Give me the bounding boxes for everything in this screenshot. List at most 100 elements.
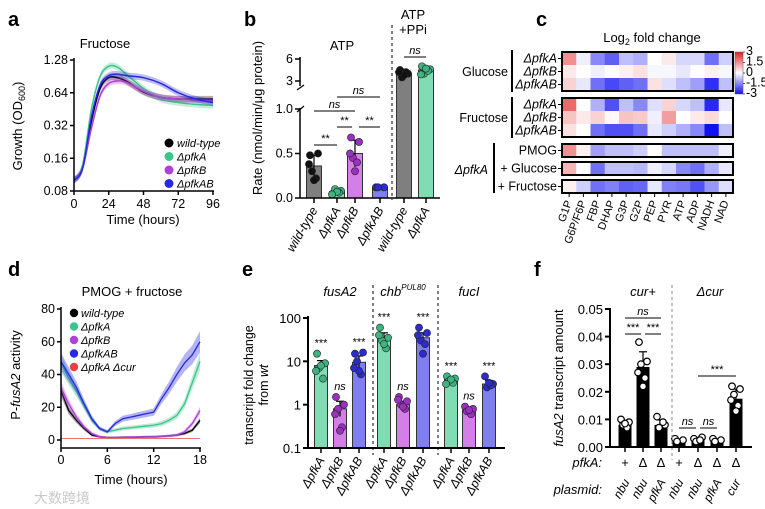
genotype-label: + xyxy=(675,455,683,470)
chart-title: Fructose xyxy=(80,36,131,51)
chart-title: PMOG + fructose xyxy=(82,284,183,299)
series-line xyxy=(73,80,214,181)
significance-label: ns xyxy=(463,391,475,403)
y-tick-label: 0.00 xyxy=(578,440,603,455)
heatmap-cell xyxy=(619,78,634,92)
heatmap-cell xyxy=(590,98,606,112)
heatmap-cell xyxy=(562,65,577,79)
heatmap-block-border xyxy=(561,161,734,176)
heatmap-cell xyxy=(704,162,720,176)
row-label-pfkA: pfkA: xyxy=(571,455,602,470)
data-point xyxy=(317,361,325,370)
heatmap-cell xyxy=(690,144,705,158)
genotype-label: Δ xyxy=(639,455,648,470)
y-tick-label: 0.05 xyxy=(578,302,603,317)
panel-label-d: d xyxy=(8,259,20,281)
heatmap-cell xyxy=(718,144,734,158)
y-tick-label: 0.03 xyxy=(578,357,603,372)
significance-label: ns xyxy=(409,45,421,57)
colorbar-label: 3 xyxy=(746,44,753,58)
bar xyxy=(444,379,458,449)
colorbar-label: 1.5 xyxy=(746,55,763,69)
axis-break-mark xyxy=(296,84,305,91)
data-point xyxy=(340,400,348,409)
heatmap-cell xyxy=(661,180,677,194)
y-axis-label: P-fusA2 activity xyxy=(8,330,23,420)
row-label: ΔpfkA xyxy=(523,98,557,112)
plasmid-label: nbu xyxy=(610,476,632,501)
y-label-text: Growth (OD xyxy=(10,101,25,170)
bar xyxy=(482,383,496,449)
plasmid-label: pfkA xyxy=(644,477,669,506)
heatmap-cell xyxy=(661,98,677,112)
row-label: ΔpfkA xyxy=(523,52,557,66)
legend-label: ΔpfkB xyxy=(176,165,206,177)
data-point xyxy=(634,368,642,377)
data-point xyxy=(359,348,367,357)
significance-label: *** xyxy=(417,312,431,324)
heatmap-block-border xyxy=(561,143,734,158)
heatmap-cell xyxy=(562,78,577,92)
data-point xyxy=(635,338,643,347)
heatmap-cell xyxy=(704,124,720,138)
y-tick-label: 0.64 xyxy=(44,86,68,100)
heatmap-cell xyxy=(676,124,691,138)
heatmap-cell xyxy=(676,162,691,176)
series-line xyxy=(60,341,201,433)
data-point xyxy=(641,374,649,382)
heatmap-cell xyxy=(647,111,663,125)
heatmap-cell xyxy=(718,111,734,125)
y-axis-label: fusA2 transcript amount xyxy=(551,309,566,447)
heatmap-cell xyxy=(676,78,691,92)
significance-label: ns xyxy=(353,85,365,97)
data-point xyxy=(442,380,450,388)
heatmap-cell xyxy=(619,162,634,176)
data-point xyxy=(403,397,411,406)
data-point xyxy=(350,364,358,372)
heatmap-cell xyxy=(647,162,663,176)
heatmap-cell xyxy=(576,78,591,92)
data-point xyxy=(347,133,355,142)
y-label-wt: wt xyxy=(257,364,271,377)
heatmap-cell xyxy=(676,52,691,66)
heatmap-cell xyxy=(562,124,577,138)
heatmap-cell xyxy=(633,162,648,176)
x-tick-label: 0 xyxy=(71,197,78,211)
heatmap-cell xyxy=(704,98,720,112)
heatmap-cell xyxy=(562,52,577,66)
data-point xyxy=(465,406,473,414)
heatmap-cell xyxy=(576,144,591,158)
legend-marker xyxy=(69,322,79,331)
significance-label: *** xyxy=(445,360,459,372)
y-tick-label: 3 xyxy=(286,74,293,88)
x-tick-label: wild-type xyxy=(284,204,321,254)
heatmap-cell xyxy=(590,144,606,158)
heatmap-cell xyxy=(604,111,620,125)
significance-label: *** xyxy=(315,338,329,350)
x-tick-label: 6 xyxy=(104,453,111,467)
heatmap-cell xyxy=(661,111,677,125)
row-label: PMOG xyxy=(519,144,557,158)
heatmap-cell xyxy=(562,111,577,125)
y-label-gene: fusA2 xyxy=(551,413,566,447)
data-point xyxy=(351,167,359,176)
y-tick-label: 0.5 xyxy=(276,147,293,161)
data-point xyxy=(419,349,427,358)
data-point xyxy=(653,412,661,421)
data-point xyxy=(312,367,320,375)
genotype-label: Δ xyxy=(657,455,666,470)
title-subscript: 2 xyxy=(625,37,630,47)
heatmap-cell xyxy=(718,65,734,79)
heatmap-cell xyxy=(590,124,606,138)
heatmap-cell xyxy=(704,78,720,92)
heatmap-block-border xyxy=(561,97,734,138)
data-point xyxy=(319,374,327,383)
data-point xyxy=(351,349,359,358)
data-point xyxy=(696,436,704,445)
heatmap-cell xyxy=(619,65,634,79)
chart-title: ATP xyxy=(330,38,354,53)
data-point xyxy=(353,357,361,366)
legend-marker xyxy=(69,349,79,358)
y-tick-label: 1.28 xyxy=(44,53,68,67)
